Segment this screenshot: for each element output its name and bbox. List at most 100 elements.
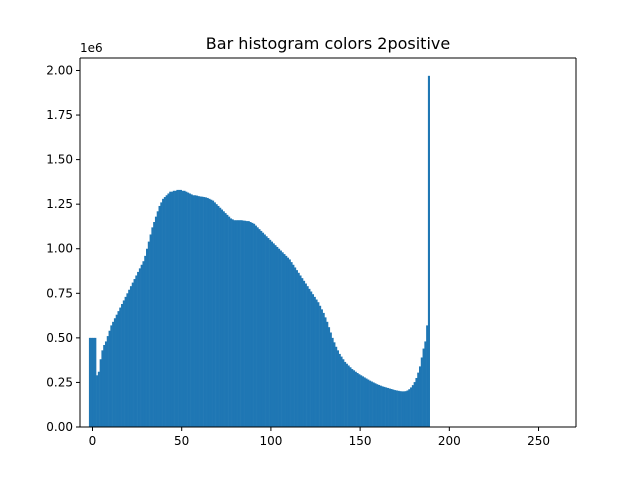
histogram-bar [392,389,395,427]
histogram-bar [397,390,400,427]
x-tick-label: 100 [259,434,282,448]
histogram-bar [133,279,136,427]
histogram-bar [411,385,414,427]
histogram-bar [101,350,104,427]
histogram-bar [249,222,252,427]
histogram-bar [149,234,152,427]
histogram-bar [379,385,382,427]
histogram-bar [260,230,263,427]
histogram-bar [317,302,320,427]
histogram-bar [383,386,386,427]
histogram-bar [138,268,141,427]
histogram-bar [165,195,168,427]
x-tick-label: 0 [89,434,97,448]
histogram-bar [204,197,207,427]
histogram-bar [247,221,250,427]
histogram-bar [110,325,113,427]
histogram-bar [338,353,341,427]
histogram-bar [113,318,116,427]
y-tick-label: 0.75 [46,286,73,300]
histogram-bar [124,296,127,427]
histogram-bar [258,229,261,427]
histogram-bar [328,327,331,427]
histogram-bar [427,75,430,427]
histogram-bar [151,227,154,427]
histogram-bar [358,374,361,427]
histogram-bar [345,363,348,427]
histogram-bar [294,267,297,427]
histogram-bar [336,350,339,427]
histogram-bar [279,250,282,427]
histogram-bar [208,198,211,427]
histogram-bar [92,337,95,427]
histogram-bar [326,321,329,427]
histogram-bar [167,193,170,427]
histogram-bar [360,375,363,427]
y-tick-label: 2.00 [46,63,73,77]
histogram-bar [253,223,256,427]
histogram-bar [385,387,388,427]
histogram-bar [194,195,197,427]
histogram-bar [361,376,364,427]
histogram-bar [131,282,134,427]
histogram-bar [297,272,300,427]
histogram-bar [185,191,188,427]
histogram-bar [215,204,218,427]
histogram-bar [349,367,352,427]
histogram-bar [104,341,108,427]
histogram-bar [228,216,231,427]
histogram-bar [245,221,249,427]
histogram-bar [417,372,420,427]
histogram-bar [238,220,241,427]
histogram-bar [210,199,213,427]
histogram-bar [192,195,195,427]
y-tick-label: 1.25 [46,197,73,211]
histogram-bar [283,254,286,427]
histogram-bar [278,248,281,427]
histogram-bar [179,189,182,427]
histogram-bar [402,391,406,427]
histogram-bar [308,288,311,427]
histogram-bar [418,366,422,427]
histogram-bar [117,311,120,427]
histogram-bar [163,197,166,427]
histogram-bar [276,246,279,427]
histogram-bar [285,255,288,427]
y-tick-label: 0.50 [46,331,73,345]
x-tick-label: 150 [349,434,372,448]
histogram-bar [311,294,315,427]
histogram-bar [220,209,224,427]
histogram-bar [281,252,284,427]
histogram-bar [351,369,354,427]
histogram-bar [340,356,343,427]
histogram-bar [401,391,404,427]
x-axis-ticks: 0 50 100 150 200 250 [89,427,550,448]
histogram-bar [197,196,200,427]
histogram-bar [154,216,158,427]
histogram-bar [374,383,377,427]
histogram-bar [274,245,277,427]
histogram-bar [299,275,302,427]
histogram-bar [103,345,106,427]
histogram-bar [251,222,254,427]
histogram-bar [406,390,409,427]
histogram-bar [329,332,332,427]
histogram-bar [354,371,357,427]
histogram-bar [304,283,307,427]
histogram-bar [122,300,125,427]
histogram-bar [119,307,122,427]
histogram-bar [106,336,109,427]
histogram-bar [94,337,97,427]
histogram-bar [395,390,398,427]
histogram-bar [320,309,323,427]
histogram-bar [99,359,102,427]
histogram-bar [424,341,427,427]
histogram-bar [97,371,100,427]
histogram-bar [369,380,372,427]
y-tick-label: 0.25 [46,375,73,389]
histogram-bar [344,361,347,427]
histogram-bar [183,190,186,427]
histogram-bar [188,193,191,427]
histogram-bar [176,189,179,427]
histogram-bar [181,190,184,427]
